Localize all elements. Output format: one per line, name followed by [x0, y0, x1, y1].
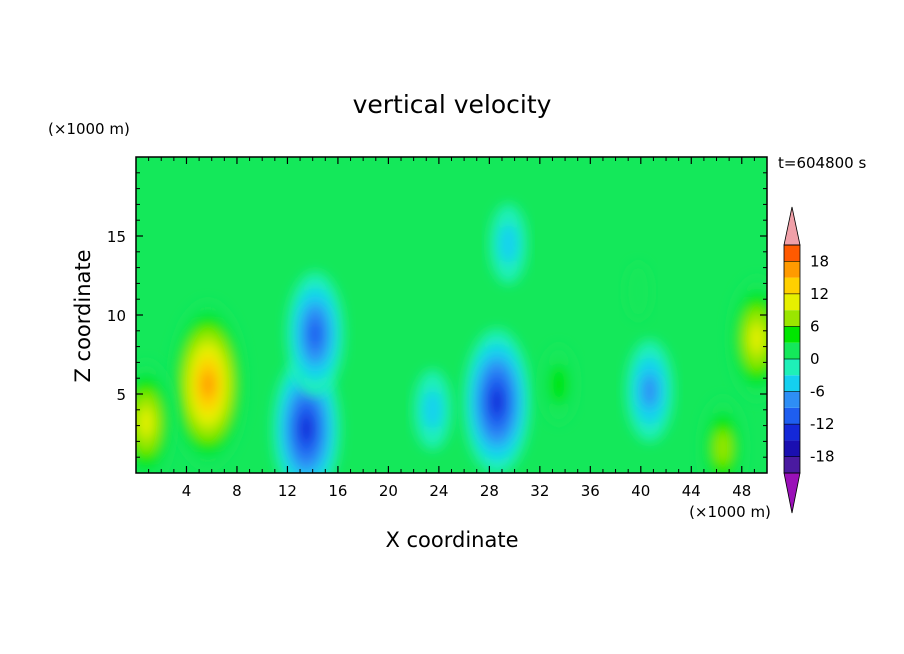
colorbar-label: 6 — [810, 317, 820, 335]
contour-band — [423, 389, 443, 430]
x-tick-label: 16 — [328, 482, 347, 500]
x-axis-unit: (×1000 m) — [689, 503, 771, 521]
x-tick-label: 48 — [732, 482, 751, 500]
contour-feature — [413, 369, 452, 450]
contour-band — [624, 262, 653, 321]
contour-feature — [727, 276, 767, 401]
x-tick-label: 24 — [429, 482, 448, 500]
contour-feature — [136, 360, 176, 473]
colorbar-swatch — [784, 375, 800, 392]
colorbar-swatch — [784, 440, 800, 457]
x-axis: 4 8 12 16 20 24 28 32 36 40 44 48 — [148, 157, 755, 500]
colorbar-swatch — [784, 293, 800, 311]
contour-band — [490, 387, 504, 417]
y-axis-unit: (×1000 m) — [48, 120, 130, 138]
y-tick-label: 10 — [107, 307, 126, 325]
contour-feature — [624, 262, 653, 321]
plot-area — [135, 156, 768, 474]
colorbar-label: -6 — [810, 383, 825, 401]
contour-band — [498, 223, 518, 264]
contour-feature — [698, 396, 747, 473]
contour-feature — [168, 300, 247, 469]
contour-band — [201, 370, 215, 399]
y-tick-label: 5 — [116, 386, 126, 404]
contour-band — [138, 406, 154, 438]
colorbar-swatch — [784, 424, 800, 441]
colorbar-swatch — [784, 407, 800, 425]
colorbar-swatch — [784, 261, 800, 278]
x-tick-label: 20 — [379, 482, 398, 500]
colorbar-swatch — [784, 391, 800, 408]
contour-band — [749, 323, 765, 355]
colorbar-label: -18 — [810, 448, 835, 466]
contour-band — [549, 364, 569, 405]
y-axis-label: Z coordinate — [71, 249, 95, 382]
contour-band — [714, 430, 731, 465]
y-tick-label: 15 — [107, 228, 126, 246]
colorbar-swatch — [784, 342, 800, 359]
x-tick-label: 36 — [581, 482, 600, 500]
contour-feature — [462, 328, 531, 473]
colorbar-label: 0 — [810, 350, 820, 368]
chart-title: vertical velocity — [353, 90, 552, 119]
colorbar-swatch — [784, 326, 800, 343]
contour-feature — [539, 344, 578, 425]
colorbar-swatch — [784, 245, 800, 262]
colorbar-under-arrow — [783, 472, 801, 514]
contour-feature — [489, 203, 528, 284]
colorbar: 18 12 6 0 -6 -12 -18 — [783, 206, 835, 514]
x-axis-label: X coordinate — [385, 528, 518, 552]
colorbar-swatch — [784, 456, 800, 473]
x-tick-label: 8 — [232, 482, 242, 500]
x-tick-label: 32 — [530, 482, 549, 500]
contour-band — [307, 318, 323, 350]
colorbar-label: 12 — [810, 285, 829, 303]
x-tick-label: 12 — [278, 482, 297, 500]
colorbar-swatch — [784, 359, 800, 376]
colorbar-label: -12 — [810, 415, 835, 433]
x-tick-label: 4 — [182, 482, 192, 500]
contour-feature — [625, 339, 674, 442]
colorbar-over-arrow — [783, 206, 801, 246]
contour-feature — [286, 271, 345, 396]
colorbar-label: 18 — [810, 252, 829, 270]
time-label: t=604800 s — [778, 154, 866, 172]
contour-band — [299, 414, 314, 444]
x-tick-label: 28 — [480, 482, 499, 500]
contour-field — [136, 203, 767, 473]
x-tick-label: 40 — [631, 482, 650, 500]
y-axis: 5 10 15 — [107, 172, 767, 458]
colorbar-swatch — [784, 310, 800, 327]
x-tick-label: 44 — [682, 482, 701, 500]
colorbar-swatch — [784, 277, 800, 294]
contour-band — [641, 373, 658, 408]
